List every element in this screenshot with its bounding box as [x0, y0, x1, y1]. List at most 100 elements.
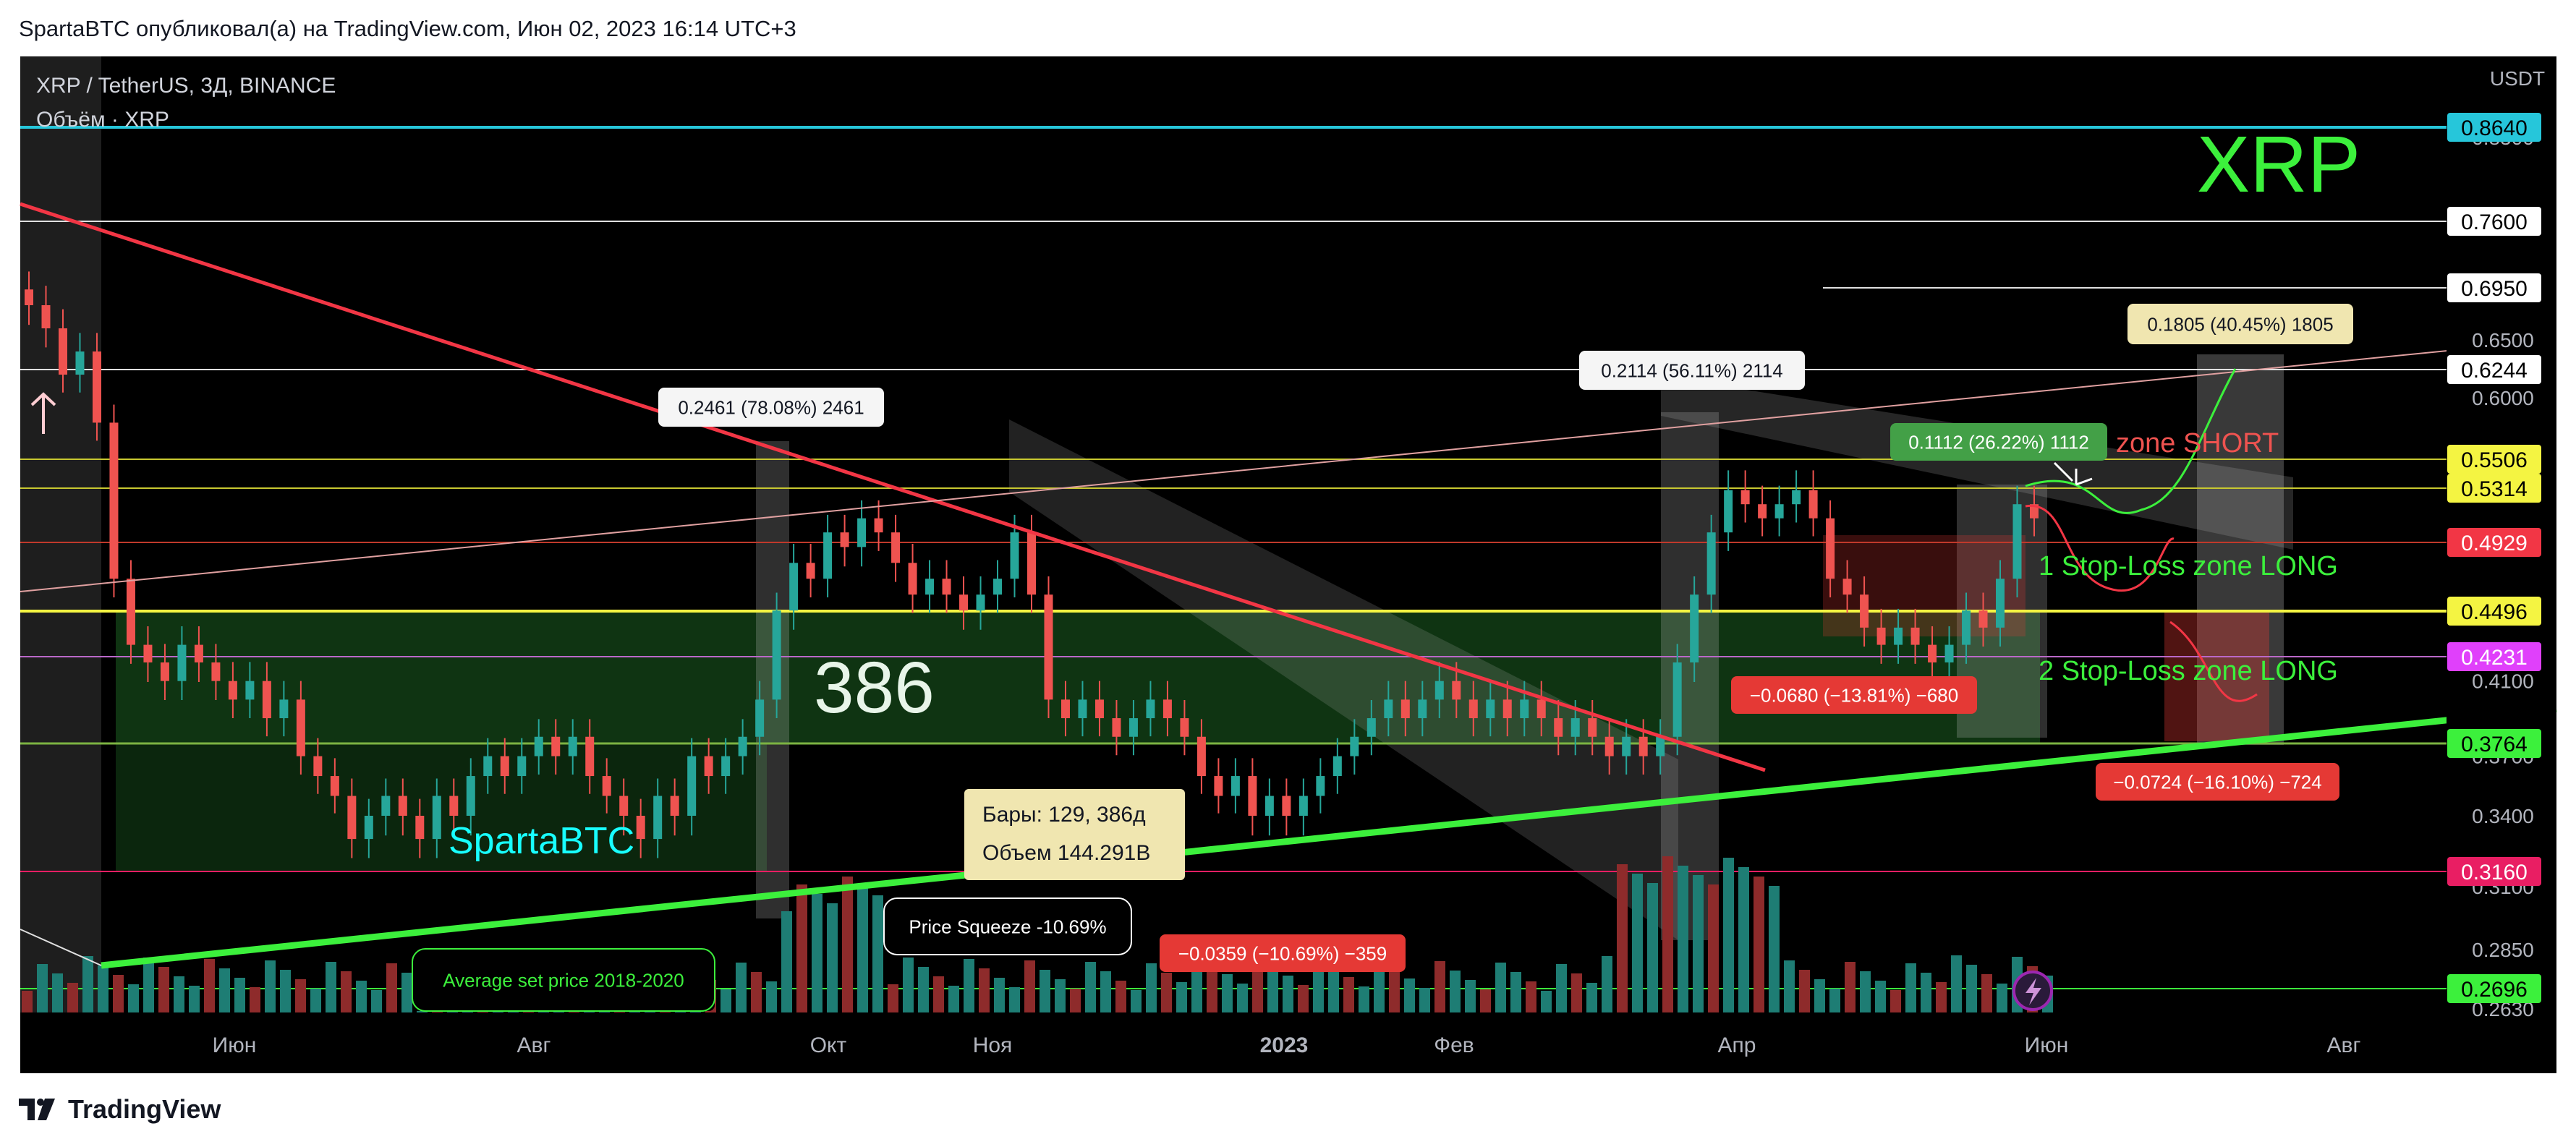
volume-bar	[1921, 973, 1931, 1012]
candle-body	[1180, 718, 1189, 737]
volume-bar	[1845, 962, 1856, 1012]
candle-body	[1282, 796, 1291, 816]
volume-bar	[1754, 877, 1764, 1012]
candle-body	[772, 610, 781, 700]
volume-bar	[1359, 986, 1369, 1012]
measure-label-2-box	[1579, 351, 1805, 390]
volume-bar	[1632, 874, 1643, 1012]
volume-bar	[52, 973, 63, 1012]
lower-accumulation-zone	[116, 743, 767, 871]
price-tag-box	[2447, 207, 2541, 236]
volume-bar	[326, 962, 336, 1012]
candle-body	[1452, 681, 1461, 700]
price-tag-box	[2447, 642, 2541, 671]
candle-body	[1502, 699, 1512, 719]
volume-bar	[1799, 970, 1810, 1012]
volume-bar	[1723, 858, 1734, 1012]
candle-body	[75, 351, 85, 375]
volume-bar	[371, 990, 382, 1012]
volume-bar	[1131, 990, 1142, 1012]
volume-bar	[143, 958, 154, 1012]
volume-bar	[1207, 965, 1217, 1012]
symbol-legend: XRP / TetherUS, 3Д, BINANCE	[36, 74, 336, 98]
volume-bar	[1678, 866, 1688, 1012]
candle-body	[1724, 490, 1733, 533]
stop-loss-long-2-label: 2 Stop-Loss zone LONG	[2039, 656, 2338, 686]
price-tag-05506: 0.5506	[2461, 448, 2528, 472]
volume-bar	[1374, 960, 1385, 1012]
candle-body	[517, 756, 527, 777]
candle-body	[466, 776, 475, 816]
measure-label-5-box	[1731, 676, 1977, 714]
volume-bar	[1115, 981, 1126, 1012]
y-tick-label: 0.4100	[2472, 670, 2534, 693]
candle-body	[2030, 504, 2039, 519]
x-tick-label: Авг	[517, 1033, 551, 1057]
volume-bar	[1951, 955, 1962, 1012]
candle-body	[1622, 736, 1631, 756]
volume-bar	[401, 973, 412, 1012]
candle-body	[823, 532, 833, 579]
volume-bar	[1981, 974, 1992, 1012]
volume-bar	[1343, 977, 1354, 1012]
spartabtc-watermark: SpartaBTC	[449, 820, 634, 862]
publication-header: SpartaBTC опубликовал(а) на TradingView.…	[0, 0, 2576, 56]
volume-bar	[204, 959, 215, 1012]
bearish-scenario-path-1	[2025, 504, 2175, 592]
left-highlight-zone	[20, 56, 101, 1012]
price-tag-05314: 0.5314	[2461, 477, 2528, 501]
candle-body	[755, 699, 765, 737]
volume-bar	[1222, 974, 1233, 1012]
price-tag-08640: 0.8640	[2461, 116, 2528, 140]
y-tick-label: 0.6000	[2472, 387, 2534, 409]
volume-bar	[1085, 962, 1096, 1012]
x-tick-label: Июн	[2025, 1033, 2069, 1057]
price-tag-box	[2447, 355, 2541, 384]
candle-body	[738, 736, 747, 756]
candle-body	[1366, 718, 1376, 737]
candle-body	[1316, 776, 1325, 796]
candle-body	[1826, 518, 1835, 579]
candle-body	[1910, 627, 1920, 645]
candle-body	[313, 756, 323, 777]
plot-background	[20, 56, 2556, 1073]
price-tag-box	[2447, 113, 2541, 142]
candle-body	[1027, 532, 1036, 595]
volume-bar	[872, 895, 883, 1012]
candle-body	[1248, 776, 1257, 816]
volume-bar	[1328, 968, 1339, 1012]
candle-body	[857, 518, 867, 547]
candle-body	[619, 796, 629, 816]
candle-body	[25, 289, 33, 305]
price-tag-box	[2447, 445, 2541, 474]
candle-body	[228, 681, 237, 700]
stop-loss-long-1-label: 1 Stop-Loss zone LONG	[2039, 551, 2338, 581]
volume-bar	[310, 989, 321, 1012]
bar-count-overlay: 386	[814, 647, 935, 728]
currency-label: USDT	[2490, 67, 2545, 90]
pointer-arrow-head-icon	[2075, 469, 2093, 486]
volume-bar	[1738, 867, 1749, 1012]
candle-body	[993, 579, 1003, 595]
candle-body	[568, 736, 577, 756]
candle-body	[653, 796, 663, 840]
x-tick-label: Авг	[2327, 1033, 2361, 1057]
volume-bar	[1708, 884, 1719, 1012]
apr-highlight-zone	[1661, 412, 1719, 940]
candle-body	[1078, 699, 1087, 719]
tradingview-logo[interactable]: TradingView	[19, 1094, 221, 1125]
volume-bar	[1541, 991, 1552, 1012]
candle-body	[1060, 699, 1070, 719]
y-tick-label: 0.3400	[2472, 805, 2534, 827]
price-chart[interactable]: XRP SpartaBTC 386 zone SHORT 1 Stop-Loss zon…	[0, 0, 2576, 1075]
candle-body	[925, 579, 935, 595]
left-connector-line	[20, 929, 102, 966]
volume-bars	[22, 856, 2053, 1012]
volume-bar	[1693, 875, 1704, 1012]
price-tag-box	[2447, 974, 2541, 1003]
candle-body	[1162, 699, 1172, 719]
candle-body	[1112, 718, 1121, 737]
candle-body	[92, 351, 101, 423]
price-tag-box	[2447, 528, 2541, 557]
price-tag-box	[2447, 273, 2541, 302]
